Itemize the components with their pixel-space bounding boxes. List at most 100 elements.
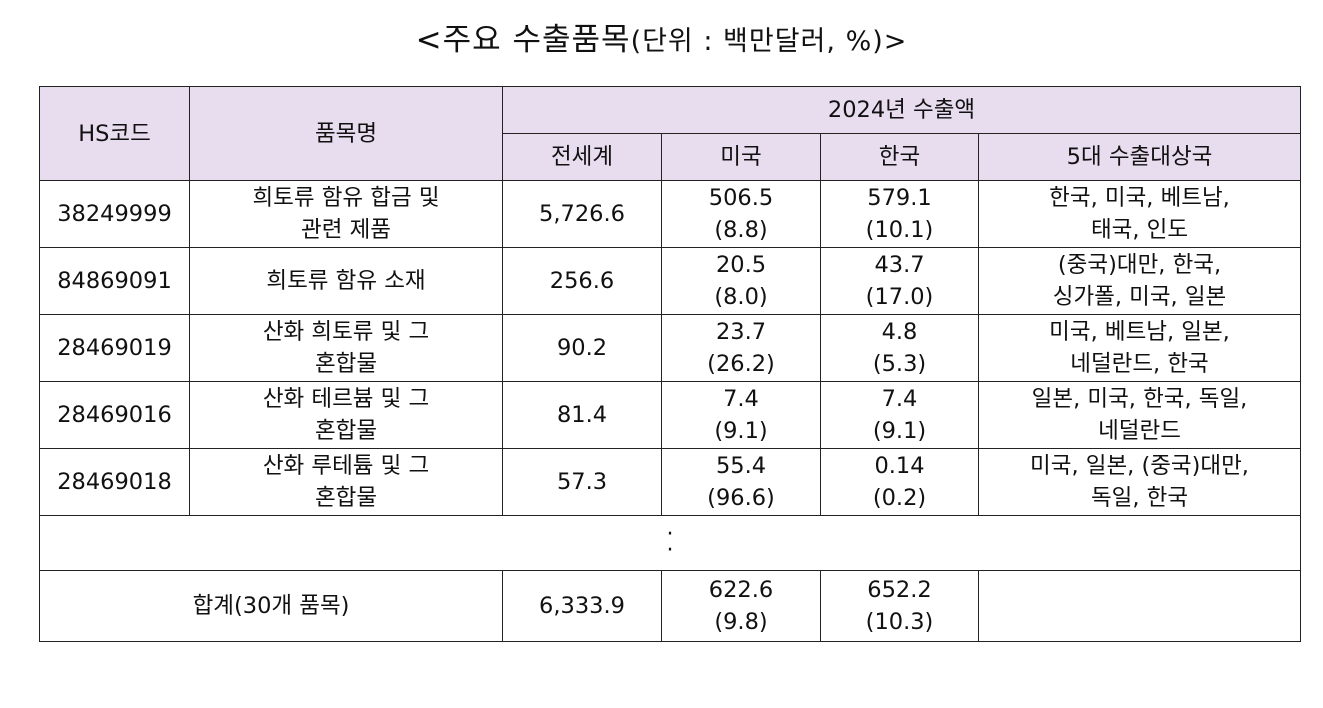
table-row: 38249999 희토류 함유 합금 및 관련 제품 5,726.6 506.5… xyxy=(39,180,1302,248)
item-name-line2: 혼합물 xyxy=(314,485,378,511)
top5-cell: 한국, 미국, 베트남, 태국, 인도 xyxy=(977,180,1302,248)
total-top5-cell xyxy=(977,570,1302,642)
total-korea-cell: 652.2 (10.3) xyxy=(820,570,979,642)
header-item-name: 품목명 xyxy=(189,86,503,181)
item-name-line1: 희토류 함유 합금 및 xyxy=(252,185,440,211)
table-row: 28469016 산화 테르븀 및 그 혼합물 81.4 7.4 (9.1) 7… xyxy=(39,381,1302,449)
export-items-table: HS코드 품목명 2024년 수출액 전세계 미국 한국 5대 수출대상국 38… xyxy=(38,86,1302,642)
korea-cell: 43.7 (17.0) xyxy=(820,247,979,315)
top5-line1: 한국, 미국, 베트남, xyxy=(1049,185,1230,211)
top5-line2: 네덜란드, 한국 xyxy=(1070,351,1209,377)
table-row: 84869091 희토류 함유 소재 256.6 20.5 (8.0) 43.7… xyxy=(39,247,1302,315)
header-top5-destinations: 5대 수출대상국 xyxy=(977,133,1302,181)
world-value-cell: 256.6 xyxy=(502,247,662,315)
usa-cell: 506.5 (8.8) xyxy=(661,180,821,248)
hs-code-cell: 28469019 xyxy=(39,314,190,382)
usa-cell: 7.4 (9.1) xyxy=(661,381,821,449)
usa-cell: 55.4 (96.6) xyxy=(661,448,821,516)
total-label: 합계(30개 품목) xyxy=(39,570,503,642)
top5-cell: 미국, 일본, (중국)대만, 독일, 한국 xyxy=(977,448,1302,516)
top5-line2: 태국, 인도 xyxy=(1090,217,1189,243)
korea-value: 4.8 xyxy=(881,319,918,345)
item-name-cell: 산화 테르븀 및 그 혼합물 xyxy=(189,381,503,449)
page-title: <주요 수출품목(단위 : 백만달러, %)> xyxy=(0,14,1323,59)
usa-value: 23.7 xyxy=(715,319,767,345)
usa-value: 55.4 xyxy=(715,453,767,479)
item-name-line2: 혼합물 xyxy=(314,418,378,444)
item-name-cell: 희토류 함유 합금 및 관련 제품 xyxy=(189,180,503,248)
ellipsis-dot: · xyxy=(666,522,674,547)
ellipsis-row: · · xyxy=(38,515,1302,571)
item-name-line2: 관련 제품 xyxy=(301,217,391,243)
world-value-cell: 57.3 xyxy=(502,448,662,516)
world-value-cell: 5,726.6 xyxy=(502,180,662,248)
total-usa-share: (9.8) xyxy=(714,609,768,635)
world-value-cell: 90.2 xyxy=(502,314,662,382)
top5-cell: (중국)대만, 한국, 싱가폴, 미국, 일본 xyxy=(977,247,1302,315)
top5-line1: 일본, 미국, 한국, 독일, xyxy=(1031,386,1248,412)
top5-line2: 네덜란드 xyxy=(1098,418,1181,444)
total-row: 합계(30개 품목) 6,333.9 622.6 (9.8) 652.2 (10… xyxy=(39,570,1302,642)
top5-line1: 미국, 일본, (중국)대만, xyxy=(1030,453,1249,479)
usa-share: (26.2) xyxy=(707,351,775,377)
usa-value: 506.5 xyxy=(708,185,774,211)
header-korea: 한국 xyxy=(820,133,979,181)
korea-value: 43.7 xyxy=(874,252,925,278)
top5-line2: 싱가폴, 미국, 일본 xyxy=(1052,284,1227,310)
top5-line1: 미국, 베트남, 일본, xyxy=(1049,319,1230,345)
top5-line2: 독일, 한국 xyxy=(1090,485,1189,511)
header-row-1: HS코드 품목명 2024년 수출액 xyxy=(39,86,1302,181)
table-row: 28469019 산화 희토류 및 그 혼합물 90.2 23.7 (26.2)… xyxy=(39,314,1302,382)
korea-value: 0.14 xyxy=(874,453,925,479)
usa-share: (8.8) xyxy=(714,217,768,243)
korea-share: (0.2) xyxy=(872,485,927,511)
usa-value: 7.4 xyxy=(723,386,759,412)
korea-cell: 4.8 (5.3) xyxy=(820,314,979,382)
total-korea-value: 652.2 xyxy=(867,577,932,603)
item-name-line1: 산화 희토류 및 그 xyxy=(262,319,430,345)
item-name-line2: 혼합물 xyxy=(314,351,378,377)
usa-cell: 23.7 (26.2) xyxy=(661,314,821,382)
top5-line1: (중국)대만, 한국, xyxy=(1057,252,1222,278)
korea-cell: 7.4 (9.1) xyxy=(820,381,979,449)
usa-cell: 20.5 (8.0) xyxy=(661,247,821,315)
korea-value: 579.1 xyxy=(867,185,932,211)
world-value-cell: 81.4 xyxy=(502,381,662,449)
hs-code-cell: 84869091 xyxy=(39,247,190,315)
korea-share: (9.1) xyxy=(872,418,927,444)
header-usa: 미국 xyxy=(661,133,821,181)
total-usa-value: 622.6 xyxy=(708,577,774,603)
item-name-line1: 희토류 함유 소재 xyxy=(266,268,426,294)
title-unit: (단위 : 백만달러, %)> xyxy=(630,26,908,57)
header-hs-code: HS코드 xyxy=(39,86,190,181)
top5-cell: 미국, 베트남, 일본, 네덜란드, 한국 xyxy=(977,314,1302,382)
header-world: 전세계 xyxy=(502,133,662,181)
total-usa-cell: 622.6 (9.8) xyxy=(661,570,821,642)
usa-share: (9.1) xyxy=(714,418,768,444)
korea-value: 7.4 xyxy=(881,386,918,412)
korea-cell: 579.1 (10.1) xyxy=(820,180,979,248)
item-name-cell: 희토류 함유 소재 xyxy=(189,247,503,315)
item-name-cell: 산화 루테튬 및 그 혼합물 xyxy=(189,448,503,516)
usa-value: 20.5 xyxy=(715,252,767,278)
korea-share: (5.3) xyxy=(872,351,927,377)
header-row-2: 전세계 미국 한국 5대 수출대상국 xyxy=(40,133,1302,181)
top5-cell: 일본, 미국, 한국, 독일, 네덜란드 xyxy=(977,381,1302,449)
hs-code-cell: 28469018 xyxy=(39,448,190,516)
item-name-line1: 산화 테르븀 및 그 xyxy=(262,386,430,412)
total-world-value: 6,333.9 xyxy=(502,570,662,642)
korea-share: (10.1) xyxy=(865,217,934,243)
hs-code-cell: 28469016 xyxy=(39,381,190,449)
korea-cell: 0.14 (0.2) xyxy=(820,448,979,516)
item-name-cell: 산화 희토류 및 그 혼합물 xyxy=(189,314,503,382)
ellipsis-dot: · xyxy=(666,538,674,563)
header-2024-exports: 2024년 수출액 xyxy=(501,86,1302,134)
vertical-ellipsis: · · xyxy=(38,515,1302,571)
korea-share: (17.0) xyxy=(865,284,934,310)
usa-share: (8.0) xyxy=(714,284,768,310)
hs-code-cell: 38249999 xyxy=(39,180,190,248)
usa-share: (96.6) xyxy=(707,485,775,511)
title-main: <주요 수출품목 xyxy=(415,22,631,58)
table-row: 28469018 산화 루테튬 및 그 혼합물 57.3 55.4 (96.6)… xyxy=(39,448,1302,516)
item-name-line1: 산화 루테튬 및 그 xyxy=(262,453,430,479)
